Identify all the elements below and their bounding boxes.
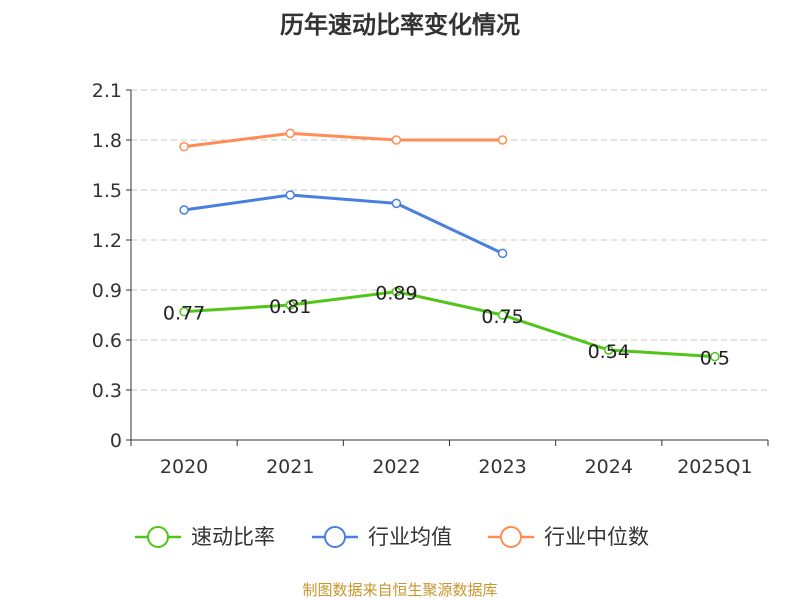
y-tick-label: 2.1	[92, 80, 122, 102]
data-point[interactable]	[391, 286, 402, 297]
data-point[interactable]	[710, 351, 720, 362]
legend-item[interactable]: 行业中位数	[488, 525, 649, 549]
y-tick-label: 0.6	[92, 330, 122, 352]
x-tick-label: 2022	[372, 456, 420, 478]
data-point[interactable]	[285, 128, 295, 139]
legend-marker	[500, 526, 522, 548]
series-line	[183, 290, 716, 359]
chart-title: 历年速动比率变化情况	[280, 11, 520, 39]
x-tick-label: 2023	[478, 456, 526, 478]
data-point[interactable]	[497, 135, 508, 145]
data-point[interactable]	[285, 300, 295, 310]
x-tick-label: 2025Q1	[677, 456, 752, 478]
legend-item[interactable]: 行业均值	[312, 525, 452, 549]
legend-label: 速动比率	[191, 525, 275, 549]
data-point[interactable]	[391, 198, 402, 209]
y-tick-label: 1.8	[92, 130, 122, 152]
legend-item[interactable]: 速动比率	[135, 525, 275, 549]
x-tick-label: 2024	[585, 456, 633, 478]
y-tick-label: 0.3	[92, 380, 122, 402]
x-tick-label: 2020	[160, 456, 208, 478]
legend-marker	[324, 526, 346, 548]
y-tick-label: 0.9	[92, 280, 122, 302]
legend-marker	[147, 526, 169, 548]
data-label: 0.81	[269, 296, 311, 318]
data-label: 0.77	[163, 303, 205, 325]
data-point[interactable]	[285, 190, 295, 200]
source-note: 制图数据来自恒生聚源数据库	[302, 581, 497, 599]
y-tick-label: 1.2	[92, 230, 122, 252]
series-line	[183, 131, 503, 149]
y-tick-label: 1.5	[92, 180, 122, 202]
data-point[interactable]	[179, 141, 189, 152]
data-label: 0.54	[588, 341, 630, 363]
data-point[interactable]	[179, 306, 189, 317]
data-point[interactable]	[497, 310, 508, 320]
legend-label: 行业中位数	[544, 525, 649, 549]
series-line	[183, 193, 504, 255]
data-point[interactable]	[497, 248, 508, 259]
data-label: 0.5	[700, 348, 730, 370]
legend-label: 行业均值	[368, 525, 452, 549]
data-point[interactable]	[391, 135, 402, 145]
data-point[interactable]	[179, 205, 189, 215]
y-tick-label: 0	[110, 430, 122, 452]
data-label: 0.75	[481, 306, 523, 328]
data-point[interactable]	[604, 345, 614, 355]
x-tick-label: 2021	[266, 456, 314, 478]
data-label: 0.89	[375, 283, 417, 305]
